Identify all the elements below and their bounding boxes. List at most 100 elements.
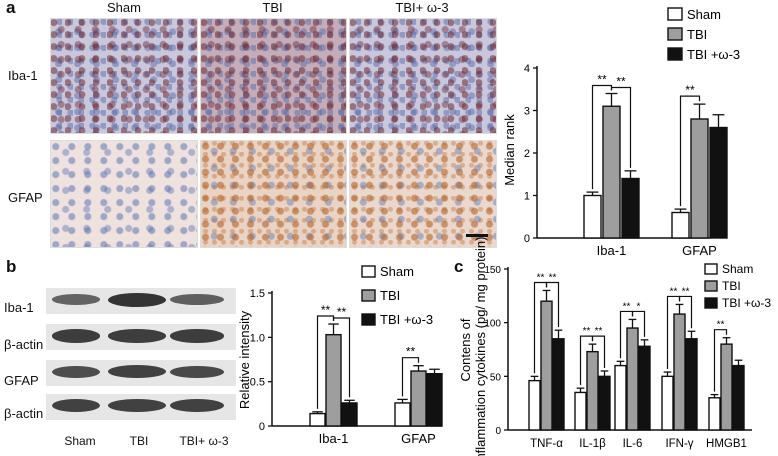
chart-b-y-tick-label: 1.5 [250,288,265,300]
panel-a-label: a [6,0,16,17]
blot-label-actin-2: β-actin [4,406,44,421]
blot-strip [46,360,236,386]
chart-c-bar [586,350,599,431]
chart-a-legend-label: TBI [687,27,707,42]
header-tbi: TBI [262,0,283,15]
chart-c-bar [720,343,733,431]
chart-c-bar [528,379,541,431]
blot-band [170,329,224,343]
blot-band [108,293,166,307]
chart-c-category-label: TNF-α [530,438,563,450]
chart-a-category-label: Iba-1 [597,243,627,258]
chart-a-significance-label: ** [597,73,607,87]
chart-a-bar [621,177,640,239]
chart-a-bar [583,194,602,239]
chart-c-legend-label: TBI [722,279,741,293]
chart-c-y-tick-label: 100 [484,319,501,330]
header-sham: Sham [107,0,141,15]
chart-a-legend-swatch [667,7,683,21]
chart-a-y-tick-label: 1 [524,191,530,203]
chart-b-bar [325,333,342,427]
chart-b-bar [309,412,326,427]
chart-b-legend-label: TBI [380,288,400,303]
blot-label-gfap: GFAP [4,373,39,388]
chart-c-bar [732,364,745,431]
blot-band [170,399,224,413]
chart-c-significance-label: ** [549,272,557,283]
micrograph-gfap-tbi [200,140,347,248]
chart-a-significance-label: ** [616,75,626,89]
chart-c-legend-swatch [704,263,718,275]
chart-a-legend-label: Sham [687,7,721,22]
chart-b-category-label: GFAP [401,431,436,446]
row-label-iba1: Iba-1 [8,68,38,83]
chart-a-legend-label: TBI +ω-3 [687,47,740,62]
blot-band [108,399,166,413]
blot-strip [46,324,236,350]
blot-label-actin-1: β-actin [4,337,44,352]
chart-b-legend-swatch [361,289,376,302]
chart-c-significance-bracket [678,295,693,329]
chart-c-y-tick-label: 150 [484,265,501,276]
chart-a-bar [709,126,728,239]
chart-c-bar [673,313,686,431]
chart-b-category-label: Iba-1 [319,431,349,446]
chart-a-category-label: GFAP [682,243,717,258]
blot-band [52,365,100,378]
chart-b-bar [341,402,358,427]
chart-c-significance-bracket [545,281,560,328]
chart-a-y-label: Median rank [502,114,517,186]
chart-b-bar [394,402,411,427]
chart-b-significance-bracket [332,317,351,398]
chart-c-bar [540,300,553,431]
chart-a-significance-bracket [610,86,632,168]
chart-b-legend-swatch [361,313,376,326]
chart-c-significance-label: * [637,301,641,312]
chart-b-y-label: Relative intensity [237,310,252,409]
scale-bar [466,234,488,237]
chart-c-significance-bracket [713,329,728,392]
chart-b-significance-bracket [401,357,420,397]
western-blot: Iba-1 β-actin GFAP β-actin [0,280,240,430]
blot-band [52,399,100,413]
chart-a-y-tick-label: 4 [524,63,530,75]
chart-b-legend-label: TBI +ω-3 [380,312,433,327]
chart-c-category-label: IFN-γ [665,438,693,450]
chart-a-bar [690,118,709,239]
chart-c-significance-label: ** [682,286,690,297]
chart-c-significance-label: ** [623,301,631,312]
chart-a-bar [671,211,690,239]
chart-b-significance-label: ** [406,345,416,359]
chart-a-bar [602,105,621,239]
panel-b-label: b [6,257,17,276]
chart-c-significance-label: ** [583,326,591,337]
lane-label-tbi: TBI [129,434,149,448]
chart-b-significance-label: ** [337,305,347,319]
chart-c-y-tick-label: 50 [490,372,502,383]
chart-b-legend-label: Sham [380,264,414,279]
chart-c-y-tick-label: 0 [495,426,501,437]
chart-c-y-label: Contens ofinflammation cytokines (pg/ mg… [458,237,488,456]
chart-c-bar [708,397,721,431]
chart-c-legend-swatch [704,280,718,292]
chart-c-legend-swatch [704,297,718,309]
chart-c-bar [661,375,674,431]
micrograph-gfap-tbi-omega3 [349,140,497,248]
blot-band [52,294,100,305]
panel-c-label: c [454,257,464,276]
blot-strip [46,288,236,314]
blot-band [108,365,166,379]
chart-b-bar [426,372,443,427]
blot-band [170,294,224,305]
chart-c-significance-bracket [631,310,646,337]
chart-c-bar [614,364,627,431]
chart-c-category-label: HMGB1 [706,438,747,450]
row-label-gfap: GFAP [8,190,43,205]
chart-c-significance-label: ** [595,326,603,337]
chart-c-bar [574,391,587,431]
chart-c-significance-label: ** [537,272,545,283]
chart-c-significance-bracket [591,335,606,368]
chart-a-significance-label: ** [685,83,695,97]
chart-c-significance-label: ** [670,286,678,297]
